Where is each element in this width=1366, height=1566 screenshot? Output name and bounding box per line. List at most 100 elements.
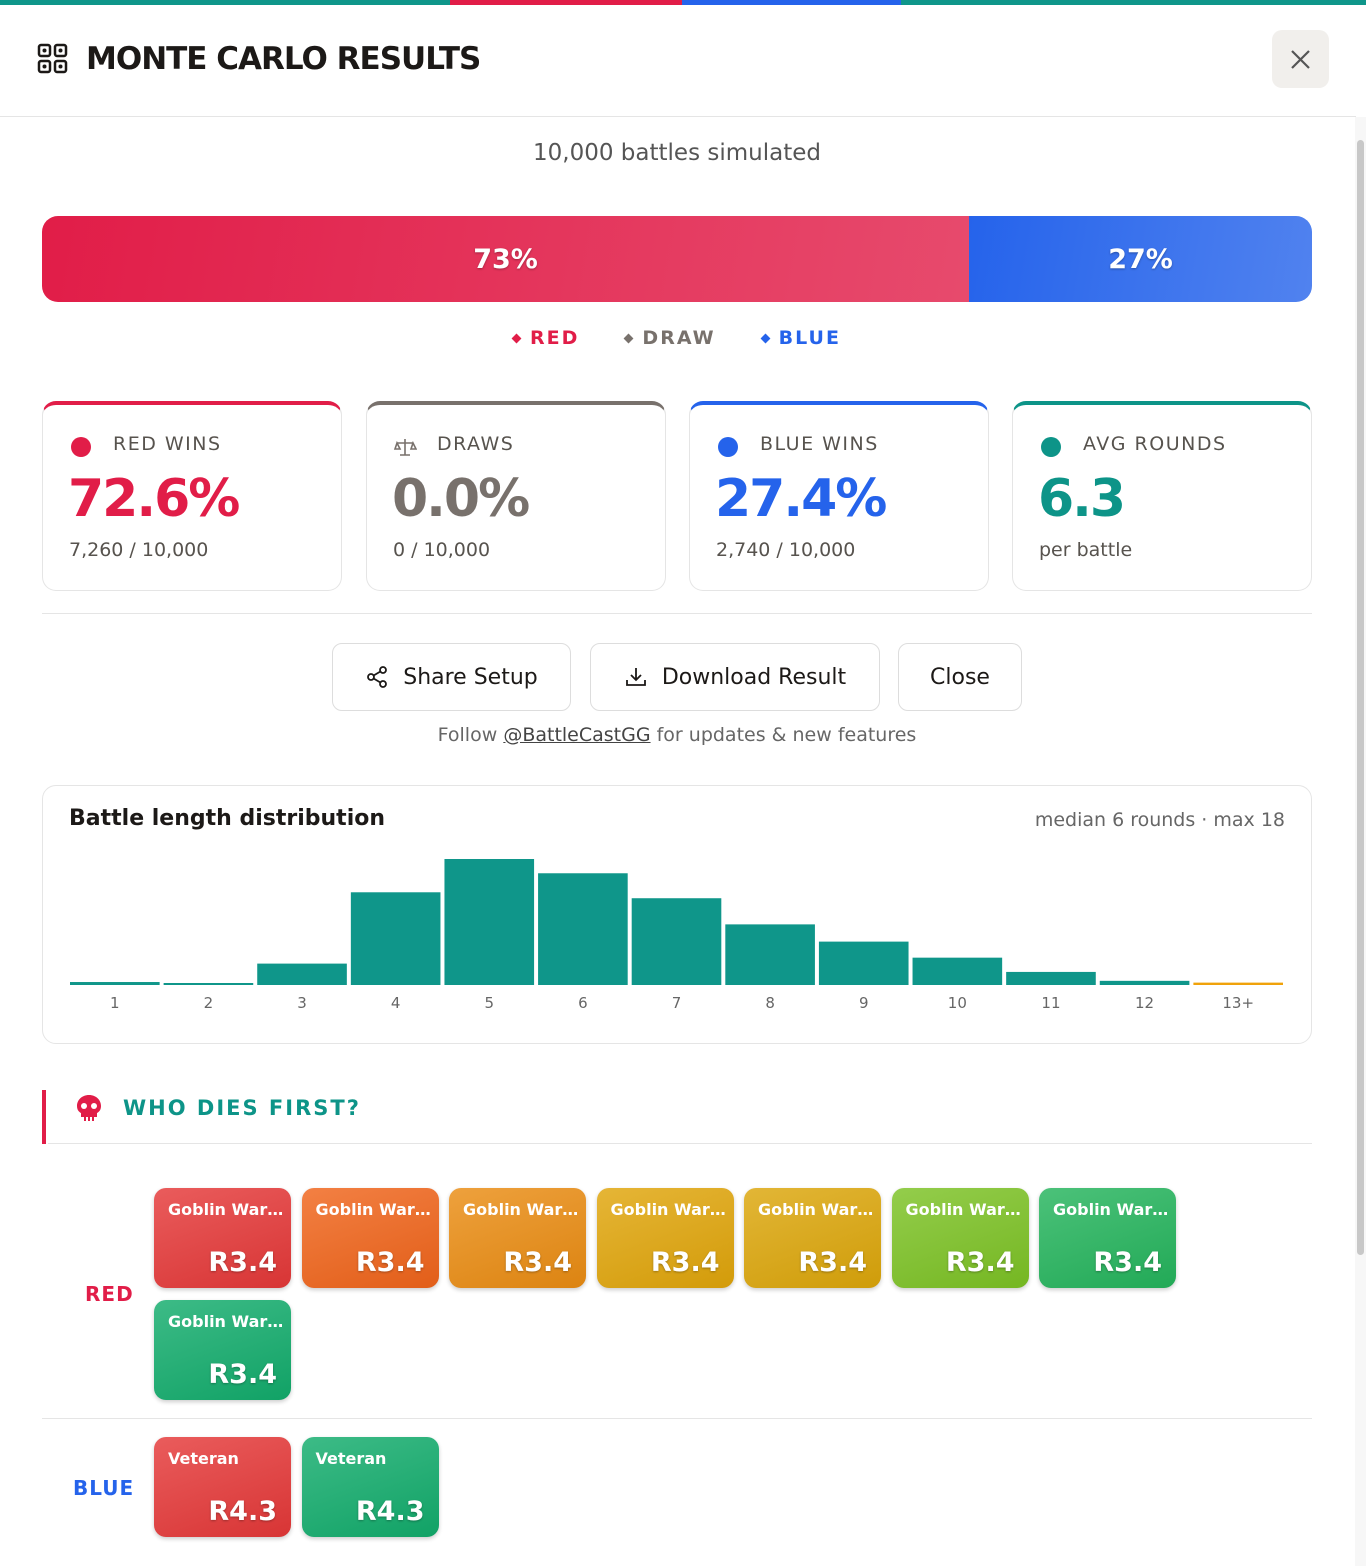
stat-icon [71,437,91,457]
follow-note: Follow @BattleCastGG for updates & new f… [0,724,1354,746]
button-label: Download Result [661,664,847,690]
close-button[interactable]: Close [898,643,1022,711]
unit-card: Goblin War… R3.4 [744,1188,881,1288]
stat-label: DRAWS [437,433,515,455]
x-tick-label: 6 [578,994,588,1012]
histogram: Battle length distribution median 6 roun… [69,806,1285,1012]
stat-detail: per battle [1039,539,1133,561]
section-title: WHO DIES FIRST? [123,1096,361,1120]
unit-name: Goblin War… [463,1200,579,1219]
stat-label: AVG ROUNDS [1083,433,1227,455]
stat-card: RED WINS 72.6% 7,260 / 10,000 [42,401,342,591]
unit-name: Goblin War… [315,1200,431,1219]
team-label: BLUE [73,1476,135,1500]
stat-value: 0.0% [392,469,530,529]
unit-name: Goblin War… [905,1200,1021,1219]
summary: 10,000 battles simulated [533,140,821,166]
unit-name: Goblin War… [168,1200,284,1219]
x-tick-label: 8 [765,994,775,1012]
download-button[interactable]: Download Result [590,643,880,711]
unit-name: Goblin War… [168,1312,284,1331]
stat-label: RED WINS [113,433,222,455]
bar [538,873,628,985]
button-label: Share Setup [403,664,538,690]
unit-name: Veteran [168,1449,239,1468]
bar [70,982,160,985]
team-label: RED [85,1282,134,1306]
chart-title: Battle length distribution [69,806,385,831]
unit-card: Goblin War… R3.4 [596,1188,734,1288]
x-tick-label: 9 [859,994,869,1012]
unit-round: R3.4 [503,1247,572,1278]
unit-round: R3.4 [1093,1247,1162,1278]
unit-round: R4.3 [208,1496,277,1527]
stat-card: BLUE WINS 27.4% 2,740 / 10,000 [689,401,989,591]
scroll-thumb[interactable] [1357,140,1364,1255]
bar [257,963,347,985]
legend-item: RED [511,327,580,349]
stat-icon [393,439,417,456]
bar [725,924,815,985]
header: MONTE CARLO RESULTS [0,5,1356,117]
x-tick-label: 10 [948,994,967,1012]
stat-value: 72.6% [68,469,240,529]
stat-value: 27.4% [715,469,887,529]
histogram-card: Battle length distribution median 6 roun… [42,785,1312,1044]
legend-marker [511,333,522,343]
bar [444,859,535,985]
legend-label: RED [530,327,580,349]
x-tick-label: 1 [110,994,120,1012]
section-accent [42,1090,46,1144]
unit-round: R4.3 [355,1496,425,1527]
x-tick-label: 5 [484,994,494,1012]
bar [631,898,722,985]
outcome-bar: 73% 27% [42,216,1312,302]
x-tick-label: 3 [297,994,307,1012]
bar [1099,980,1190,985]
follow-link[interactable]: @BattleCastGG [503,724,651,746]
stat-label: BLUE WINS [760,433,879,455]
legend-label: DRAW [642,327,716,349]
unit-card: Veteran R4.3 [154,1437,291,1537]
unit-round: R3.4 [650,1247,720,1278]
share-button[interactable]: Share Setup [332,643,571,711]
stat-icon [718,437,738,457]
bar [1006,971,1096,985]
unit-card: Goblin War… R3.4 [301,1188,439,1288]
outcome-segment: 27% [969,216,1312,302]
x-tick-label: 13+ [1222,994,1254,1012]
stat-card: AVG ROUNDS 6.3 per battle [1012,401,1312,591]
bar [163,983,254,985]
unit-name: Goblin War… [758,1200,874,1219]
unit-round: R3.4 [945,1247,1015,1278]
divider [42,613,1312,614]
x-tick-label: 4 [391,994,401,1012]
legend-marker [760,333,771,343]
unit-card: Goblin War… R3.4 [449,1188,586,1288]
grid-icon [37,43,68,74]
chart-subtitle: median 6 rounds · max 18 [1035,809,1285,831]
stat-detail: 7,260 / 10,000 [69,539,209,561]
top-stripe [0,0,1366,5]
close-icon-button[interactable] [1272,30,1329,88]
legend-marker [623,333,634,343]
bar [818,941,909,985]
unit-card: Goblin War… R3.4 [154,1188,291,1288]
legend-item: BLUE [760,327,841,349]
segment-label: 73% [473,243,538,275]
legend-item: DRAW [623,327,716,349]
bar [912,957,1003,985]
stat-icon [1041,437,1061,457]
unit-card: Veteran R4.3 [301,1437,439,1537]
bar [350,892,441,985]
divider [42,1418,1312,1419]
unit-card: Goblin War… R3.4 [891,1188,1029,1288]
follow-text: for updates & new features [656,724,917,746]
divider [48,1143,1312,1144]
unit-name: Veteran [315,1449,387,1468]
button-label: Close [930,664,990,690]
unit-card: Goblin War… R3.4 [1039,1188,1176,1288]
x-tick-label: 12 [1135,994,1154,1012]
legend: RED DRAW BLUE [0,327,1354,349]
